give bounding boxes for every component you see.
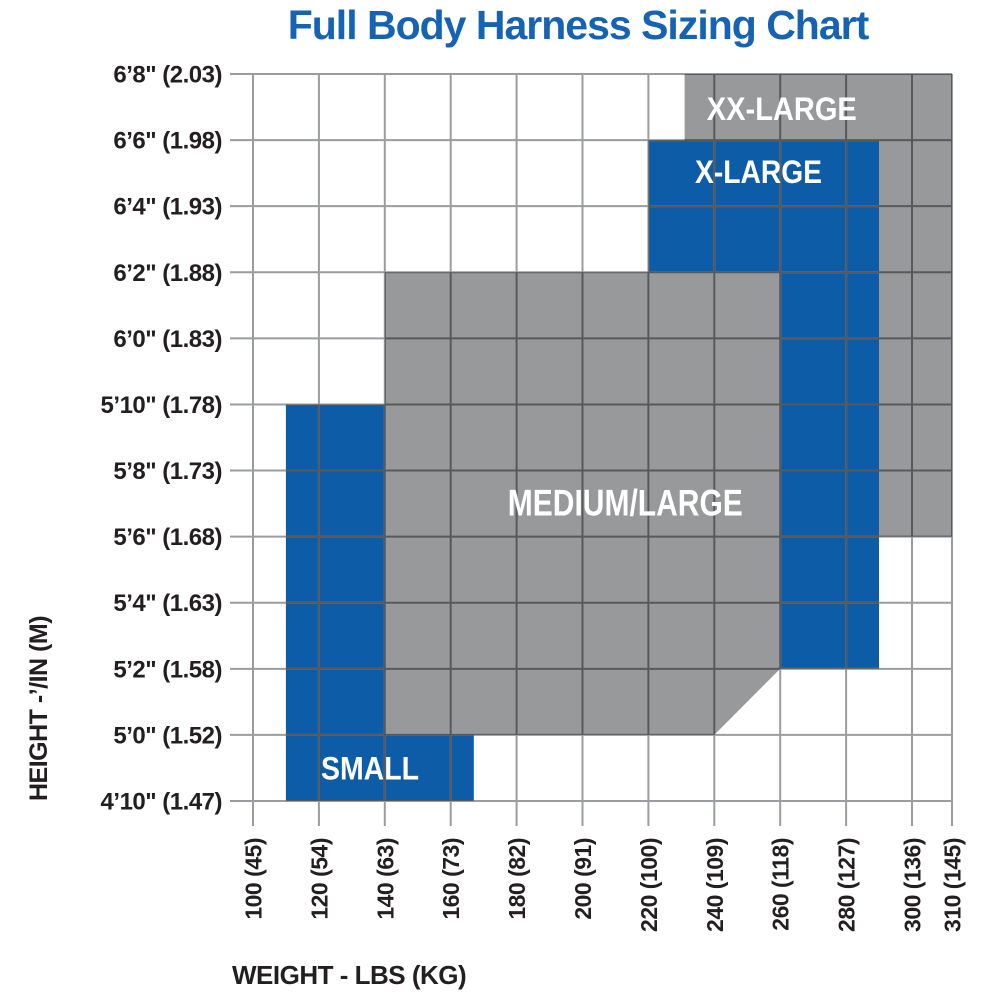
x-tick-label: 300 (136) [900, 838, 926, 932]
y-tick-label: 5’4" (1.63) [113, 590, 222, 617]
region-label-x-large: X-LARGE [695, 154, 822, 190]
x-axis-title: WEIGHT - LBS (KG) [232, 960, 466, 990]
x-tick-label: 140 (63) [372, 838, 398, 920]
y-tick-label: 6’8" (2.03) [113, 62, 222, 89]
region-label-small: SMALL [321, 751, 419, 787]
y-tick-label: 4’10" (1.47) [101, 789, 222, 816]
y-tick-label: 5’0" (1.52) [113, 722, 222, 749]
x-tick-label: 220 (100) [636, 838, 662, 932]
x-tick-label: 240 (109) [702, 838, 728, 932]
y-tick-label: 5’10" (1.78) [101, 392, 222, 419]
x-tick-label: 200 (91) [570, 838, 596, 920]
plot-area: SMALL MEDIUM/LARGE X-LARGE XX-LARGE 100 (45)… [101, 62, 966, 932]
y-tick-label: 5’8" (1.73) [113, 458, 222, 485]
x-tick-label: 280 (127) [834, 838, 860, 932]
region-label-xx-large: XX-LARGE [707, 91, 857, 127]
x-tick-label: 260 (118) [768, 838, 794, 931]
y-tick-label: 6’4" (1.93) [113, 194, 222, 221]
x-tick-label: 100 (45) [241, 838, 267, 920]
y-tick-label: 6’6" (1.98) [113, 128, 222, 155]
y-tick-label: 5’2" (1.58) [113, 656, 222, 683]
chart-title: Full Body Harness Sizing Chart [287, 2, 870, 48]
x-tick-labels: 100 (45) 120 (54) 140 (63) 160 (73) 180 (82)… [241, 838, 966, 932]
x-tick-label: 310 (145) [940, 838, 966, 932]
y-tick-label: 6’0" (1.83) [113, 326, 222, 353]
size-regions [285, 74, 952, 801]
y-axis-title: HEIGHT -’/IN (M) [25, 616, 53, 801]
region-xx-large [684, 74, 952, 537]
y-tick-label: 6’2" (1.88) [113, 260, 222, 287]
x-tick-label: 160 (73) [438, 838, 464, 920]
y-tick-label: 5’6" (1.68) [113, 524, 222, 551]
y-tick-labels: 6’8" (2.03) 6’6" (1.98) 6’4" (1.93) 6’2" (1… [101, 62, 223, 816]
region-label-medium-large: MEDIUM/LARGE [508, 482, 743, 523]
x-tick-label: 180 (82) [504, 838, 530, 920]
x-tick-label: 120 (54) [306, 838, 332, 920]
